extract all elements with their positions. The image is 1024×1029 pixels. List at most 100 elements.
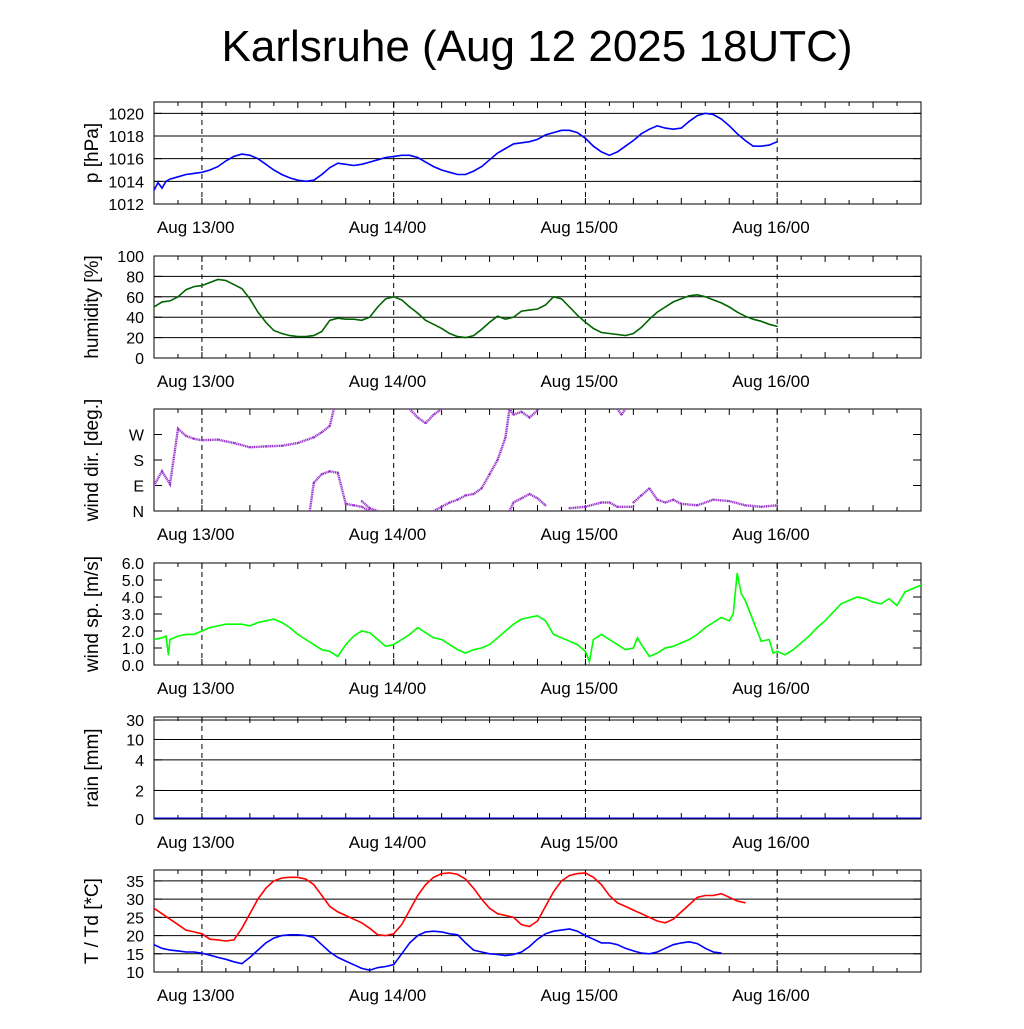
data-point <box>353 318 355 320</box>
data-point <box>176 427 179 430</box>
data-point <box>361 630 363 632</box>
data-point <box>576 314 579 316</box>
data-point <box>696 942 698 945</box>
data-point <box>616 333 618 336</box>
data-point <box>257 158 259 160</box>
data-point <box>377 306 379 308</box>
data-point <box>201 284 203 287</box>
data-point <box>464 494 467 497</box>
data-point <box>225 279 227 282</box>
data-point <box>369 969 371 971</box>
data-point <box>472 170 475 172</box>
data-point <box>209 281 211 284</box>
x-tick-label: Aug 14/00 <box>349 525 427 544</box>
data-point <box>496 152 499 154</box>
data-point <box>432 413 435 416</box>
data-point <box>512 143 515 145</box>
y-tick-label: 1020 <box>108 106 144 123</box>
y-tick-label: 30 <box>126 713 144 730</box>
wind-dir-segment-7 <box>569 501 634 510</box>
data-point <box>488 321 491 323</box>
y-axis-label: rain [mm] <box>82 728 103 807</box>
data-point <box>385 645 387 647</box>
y-tick-label: 25 <box>126 910 144 927</box>
data-point <box>640 326 642 328</box>
data-point <box>776 504 779 507</box>
data-point <box>273 329 275 332</box>
data-point <box>480 328 483 331</box>
data-point <box>257 311 259 313</box>
x-tick-label: Aug 14/00 <box>349 679 427 698</box>
data-point <box>508 510 511 511</box>
data-point <box>440 409 443 410</box>
data-point <box>576 644 579 646</box>
data-point <box>312 436 315 439</box>
data-point <box>472 493 475 495</box>
data-point <box>648 128 650 130</box>
data-point <box>177 176 179 178</box>
data-point <box>600 331 603 334</box>
data-point <box>457 934 459 936</box>
data-point <box>588 661 591 663</box>
data-point <box>592 938 595 940</box>
data-point <box>848 599 850 602</box>
data-point <box>337 162 339 164</box>
data-point <box>457 335 459 338</box>
data-point <box>552 891 555 893</box>
y-tick-label: 3.0 <box>122 607 144 624</box>
y-tick-label: 0 <box>135 351 144 368</box>
data-point <box>528 616 531 619</box>
y-axis-label: T / Td [*C] <box>82 878 103 964</box>
data-point <box>792 649 794 651</box>
data-point <box>241 963 243 965</box>
data-point <box>241 153 243 155</box>
data-point <box>393 296 395 298</box>
data-point <box>528 141 531 143</box>
data-point <box>353 164 355 167</box>
data-point <box>233 155 235 157</box>
data-point <box>544 620 547 622</box>
data-point <box>193 286 195 288</box>
x-tick-label: Aug 16/00 <box>732 525 810 544</box>
data-point <box>385 156 387 159</box>
data-point <box>600 151 603 153</box>
data-point <box>704 112 706 114</box>
x-tick-label: Aug 15/00 <box>540 218 618 237</box>
data-point <box>560 880 563 882</box>
data-point <box>704 296 706 298</box>
data-point <box>192 437 195 440</box>
data-point <box>193 633 195 636</box>
x-tick-label: Aug 16/00 <box>732 372 810 391</box>
data-point <box>424 422 427 425</box>
data-point <box>688 638 690 641</box>
data-point <box>520 310 523 312</box>
data-point <box>289 627 291 629</box>
data-point <box>488 953 491 955</box>
data-point <box>472 887 475 889</box>
data-point <box>257 898 259 900</box>
data-point <box>520 410 523 413</box>
data-point <box>920 584 921 586</box>
data-point <box>409 306 411 308</box>
data-point <box>632 909 634 911</box>
data-point <box>209 627 211 629</box>
y-tick-label: W <box>129 428 145 445</box>
data-point <box>688 295 690 297</box>
data-point <box>560 929 563 931</box>
data-point <box>568 306 571 308</box>
data-point <box>393 155 395 157</box>
data-point <box>704 947 706 949</box>
data-point <box>165 635 167 637</box>
data-point <box>385 298 387 300</box>
data-point <box>225 958 227 960</box>
data-point <box>393 644 395 646</box>
plot-frame <box>153 562 922 666</box>
data-point <box>568 640 571 642</box>
data-point <box>377 934 379 936</box>
data-point <box>776 325 778 327</box>
y-tick-label: 2 <box>135 783 144 800</box>
data-point <box>457 649 459 651</box>
data-point <box>177 635 179 637</box>
data-point <box>584 321 587 323</box>
data-point <box>248 446 251 449</box>
